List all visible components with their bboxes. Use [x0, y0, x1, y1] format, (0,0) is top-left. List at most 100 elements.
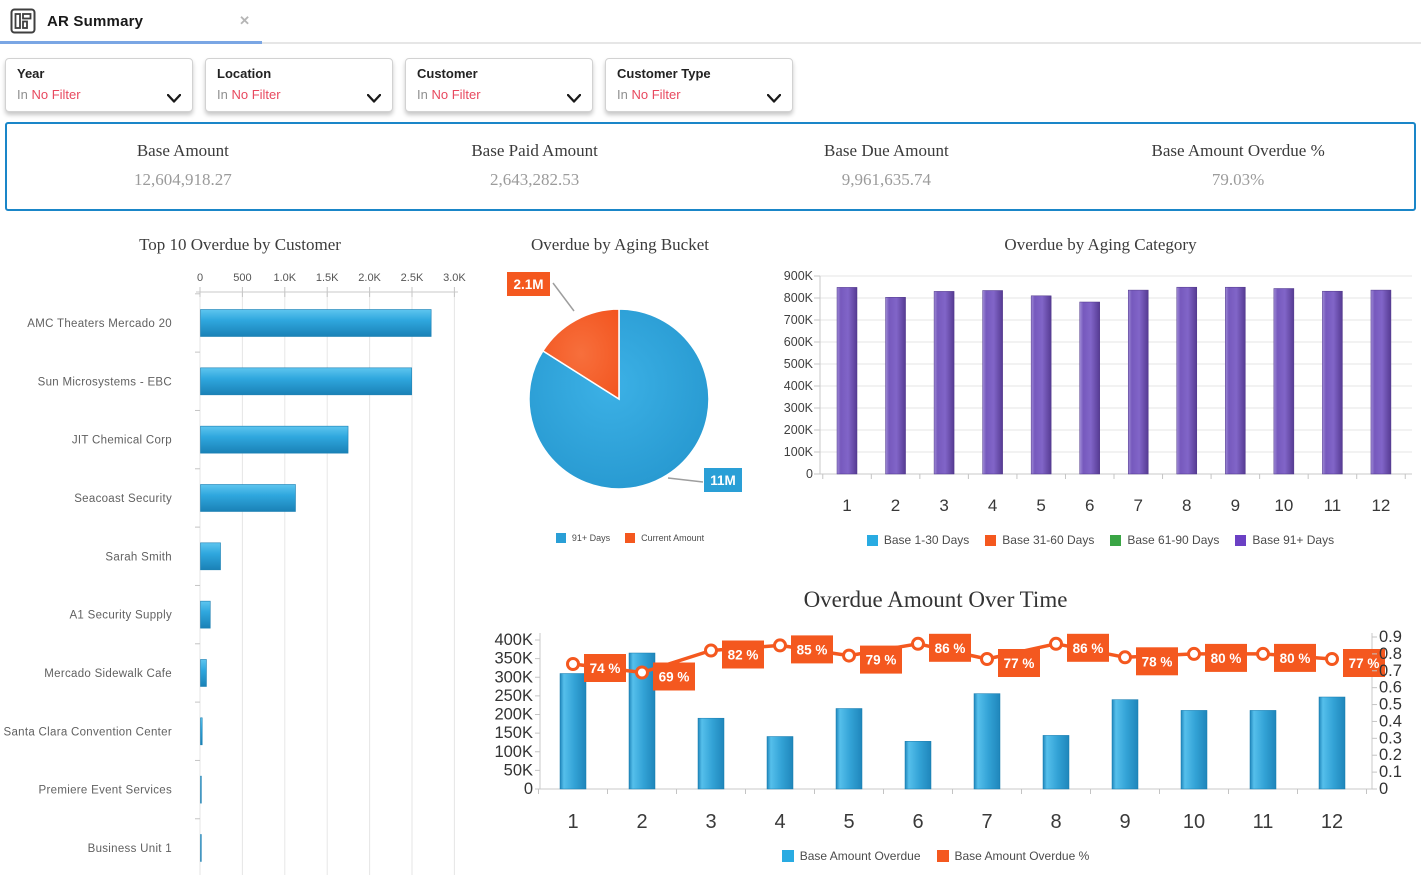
bar-month-4[interactable] [766, 736, 794, 790]
kpi-label: Base Amount [136, 141, 229, 160]
chart-overdue-amount-over-time: 0 50K 100K 150K 200K 250K 300K 350K 400K 1 2 3 4 5 6 7 8… [450, 575, 1421, 875]
bar-santa-clara-convention-center[interactable] [200, 717, 203, 746]
bar-month-7[interactable] [1127, 289, 1149, 475]
bar-month-11[interactable] [1322, 290, 1343, 475]
x-category-label: 4 [774, 811, 785, 833]
filter-customer-type[interactable]: Customer Type In No Filter [605, 58, 793, 112]
chevron-down-icon[interactable] [566, 90, 582, 108]
x-category-label: 6 [1085, 496, 1094, 515]
bar-sun-microsystems-ebc[interactable] [200, 367, 412, 396]
bar-month-5[interactable] [1030, 295, 1052, 475]
line-label-month-1: 74 % [590, 661, 621, 676]
pie-label-91-days: 11M [710, 473, 736, 488]
line-marker-month-7[interactable] [980, 652, 994, 666]
filter-label: Year [17, 66, 45, 81]
bar-mercado-sidewalk-cafe[interactable] [200, 659, 207, 687]
legend-item-base-1-30-days[interactable]: Base 1-30 Days [866, 533, 970, 547]
bar-month-1[interactable] [559, 673, 587, 790]
bar-month-12[interactable] [1370, 289, 1392, 475]
tab-ar-summary[interactable]: AR Summary ✕ [0, 0, 262, 42]
filter-location[interactable]: Location In No Filter [205, 58, 393, 112]
bar-month-11[interactable] [1249, 710, 1277, 790]
bar-month-3[interactable] [933, 291, 955, 475]
legend-item-base-91-days[interactable]: Base 91+ Days [1235, 533, 1334, 547]
bar-month-2[interactable] [885, 297, 906, 475]
bar-month-12[interactable] [1318, 696, 1346, 790]
bar-month-7[interactable] [973, 693, 1001, 790]
bar-a1-security-supply[interactable] [200, 600, 211, 629]
line-marker-month-3[interactable] [704, 643, 718, 658]
legend-item-base-61-90-days[interactable]: Base 61-90 Days [1110, 533, 1219, 547]
bar-month-1[interactable] [836, 287, 858, 475]
category-label-amc-theaters-mercado-20: AMC Theaters Mercado 20 [27, 318, 172, 330]
x-category-label: 12 [1321, 811, 1343, 833]
bar-seacoast-security[interactable] [200, 484, 296, 512]
y-tick-label-left: 250K [494, 687, 533, 705]
x-category-label: 12 [1371, 496, 1390, 515]
chart-overdue-by-aging-bucket: Overdue by Aging Bucket 2.1M 11M 91+ Days… [480, 225, 780, 570]
line-marker-month-2[interactable] [635, 665, 649, 680]
bar-month-3[interactable] [697, 717, 725, 790]
legend-item-current-amount[interactable]: Current Amount [625, 533, 704, 543]
kpi-base-amount-overdue-pct: Base Amount Overdue % 79.03% [1062, 124, 1414, 209]
chart-title: Overdue by Aging Category [1004, 235, 1197, 254]
bar-jit-chemical-corp[interactable] [200, 425, 349, 454]
pie-slice-current-amount[interactable] [541, 308, 620, 401]
line-marker-month-4[interactable] [773, 638, 787, 653]
line-label-box-month-10 [1205, 643, 1247, 672]
line-marker-month-5[interactable] [842, 648, 856, 663]
bar-month-5[interactable] [835, 708, 863, 790]
tab-title: AR Summary [47, 12, 144, 30]
bar-business-unit-1[interactable] [200, 834, 202, 862]
close-icon[interactable]: ✕ [239, 13, 250, 28]
x-category-label: 2 [891, 496, 900, 515]
legend-item-base-31-60-days[interactable]: Base 31-60 Days [985, 533, 1094, 547]
bar-month-8[interactable] [1176, 286, 1198, 475]
filter-label: Location [217, 66, 272, 81]
chevron-down-icon[interactable] [366, 90, 382, 108]
bar-month-9[interactable] [1111, 699, 1139, 790]
chart-top10-overdue-by-customer: Top 10 Overdue by Customer 0 500 1.0K 1.5K 2… [0, 225, 480, 875]
y-tick-label-right: 0.5 [1379, 696, 1402, 714]
bar-month-9[interactable] [1225, 286, 1246, 475]
chevron-down-icon[interactable] [766, 90, 782, 108]
bar-sarah-smith[interactable] [200, 542, 221, 571]
x-category-label: 5 [843, 811, 854, 833]
legend-item-base-amount-overdue[interactable]: Base Amount Overdue [781, 849, 921, 863]
bar-month-10[interactable] [1273, 288, 1295, 475]
line-label-box-month-2 [653, 662, 695, 691]
bar-month-6[interactable] [904, 741, 932, 790]
line-marker-month-12[interactable] [1325, 652, 1339, 666]
legend-item-91-days[interactable]: 91+ Days [555, 533, 610, 543]
legend-label: Base 1-30 Days [883, 533, 970, 547]
filter-customer[interactable]: Customer In No Filter [405, 58, 593, 112]
line-marker-month-11[interactable] [1256, 646, 1270, 661]
bar-month-4[interactable] [982, 290, 1003, 475]
bar-amc-theaters-mercado-20[interactable] [200, 309, 432, 337]
bar-premiere-event-services[interactable] [200, 775, 202, 804]
line-marker-month-1[interactable] [566, 657, 580, 671]
line-label-box-month-8 [1067, 633, 1109, 662]
legend-item-base-amount-overdue-pct[interactable]: Base Amount Overdue % [936, 849, 1089, 863]
line-marker-month-8[interactable] [1049, 636, 1063, 651]
y-tick-label-left: 200K [494, 706, 533, 724]
line-marker-month-10[interactable] [1187, 646, 1201, 661]
x-category-label: 1 [567, 811, 578, 833]
x-category-label: 2 [636, 811, 647, 833]
chevron-down-icon[interactable] [166, 90, 182, 108]
line-label-month-9: 78 % [1142, 654, 1173, 669]
bar-month-6[interactable] [1079, 301, 1100, 475]
bar-month-10[interactable] [1180, 710, 1208, 790]
line-label-box-month-12 [1343, 649, 1385, 677]
line-label-month-10: 80 % [1211, 651, 1242, 666]
chart-overdue-by-aging-category: Overdue by Aging Category 0 100K 200K 300K 4… [780, 225, 1421, 555]
y-tick-label-left: 350K [494, 650, 533, 668]
line-label-box-month-5 [860, 645, 902, 674]
line-marker-month-9[interactable] [1118, 650, 1132, 665]
filter-year[interactable]: Year In No Filter [5, 58, 193, 112]
x-category-label: 9 [1119, 811, 1130, 833]
line-marker-month-6[interactable] [911, 636, 925, 651]
x-category-label: 5 [1036, 496, 1045, 515]
bar-month-8[interactable] [1042, 735, 1070, 790]
y-tick-label-right: 0.3 [1379, 729, 1402, 747]
